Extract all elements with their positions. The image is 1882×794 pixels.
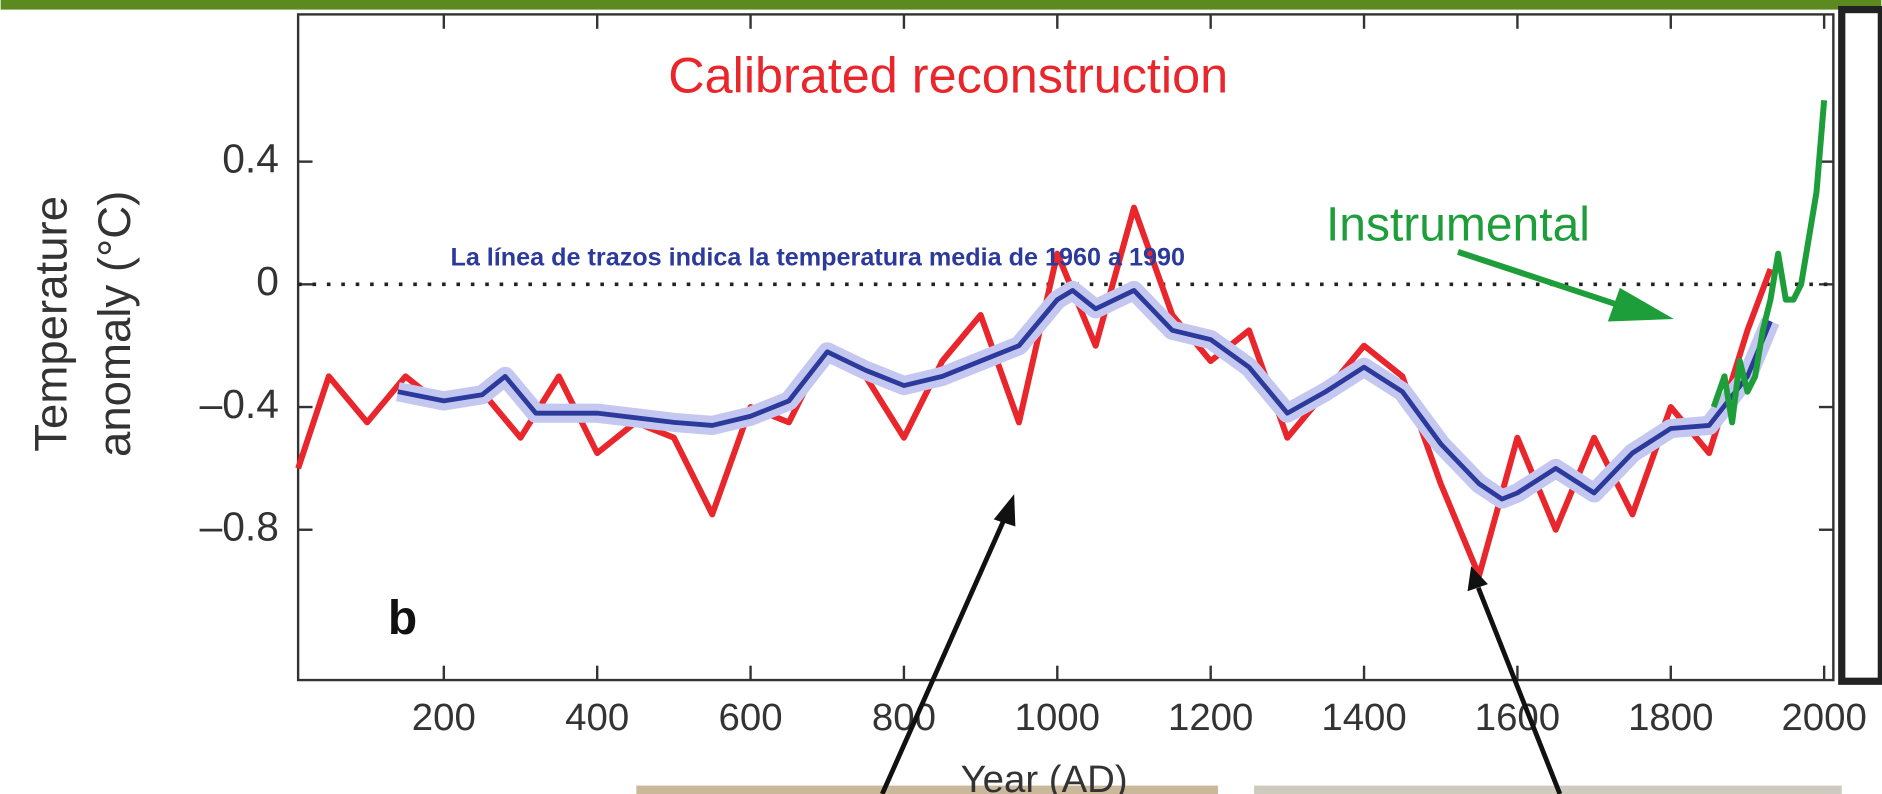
series-line bbox=[1710, 100, 1828, 426]
x-tick-label: 1800 bbox=[1628, 696, 1713, 739]
y-tick-label: 0 bbox=[256, 258, 279, 304]
annotation: La línea de trazos indica la temperatura… bbox=[450, 244, 1185, 272]
y-axis-label: anomaly (°C) bbox=[89, 191, 140, 457]
plot-frame bbox=[296, 13, 1835, 682]
y-tick-label: –0.8 bbox=[200, 504, 279, 550]
x-tick-label: 1200 bbox=[1168, 696, 1253, 739]
x-tick-label: 1000 bbox=[1015, 696, 1100, 739]
y-tick-label: 0.4 bbox=[222, 135, 279, 181]
x-tick-label: 200 bbox=[412, 696, 476, 739]
x-tick-label: 2000 bbox=[1781, 696, 1866, 739]
y-axis-label: Temperature bbox=[26, 196, 77, 452]
top-bar bbox=[0, 0, 1882, 10]
chart-title: Calibrated reconstruction bbox=[668, 46, 1228, 103]
photo bbox=[1254, 785, 1842, 794]
x-tick-label: 400 bbox=[565, 696, 629, 739]
side-panel bbox=[1838, 5, 1882, 685]
photo bbox=[636, 785, 1219, 794]
panel-label: b bbox=[388, 592, 417, 645]
x-tick-label: 600 bbox=[719, 696, 783, 739]
series-line bbox=[397, 288, 1773, 502]
x-axis-label: Year (AD) bbox=[961, 758, 1128, 794]
arrows bbox=[880, 494, 1563, 794]
x-tick-label: 800 bbox=[872, 696, 936, 739]
y-tick-label: –0.4 bbox=[200, 381, 279, 427]
annotation: Instrumental bbox=[1326, 199, 1590, 252]
arrow bbox=[1456, 249, 1674, 322]
x-tick-label: 1600 bbox=[1475, 696, 1560, 739]
x-tick-label: 1400 bbox=[1321, 696, 1406, 739]
